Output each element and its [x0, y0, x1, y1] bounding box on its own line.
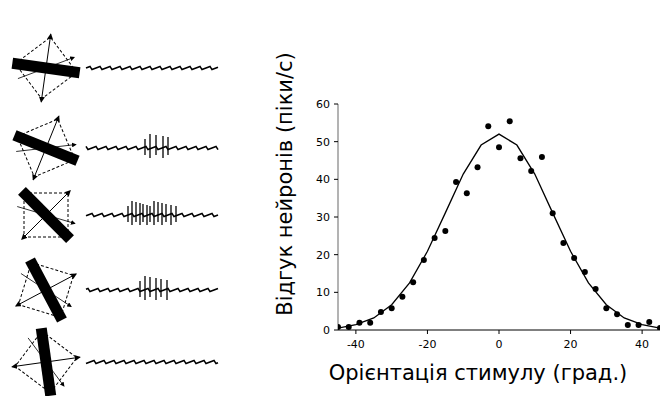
y-tick-label: 60 — [316, 98, 330, 111]
y-tick — [334, 330, 338, 331]
y-axis-label: Відгук нейронів (піки/с) — [273, 52, 297, 316]
y-tick — [334, 179, 338, 180]
spike — [139, 281, 140, 297]
plot-marks — [338, 118, 660, 330]
bar-stimulus — [25, 257, 67, 322]
x-tick — [499, 330, 500, 334]
data-point — [485, 123, 491, 129]
data-point — [539, 154, 545, 160]
bar-stimulus — [12, 58, 81, 78]
spike — [155, 278, 156, 300]
y-tick — [334, 141, 338, 142]
fit-line — [338, 134, 660, 328]
y-tick — [334, 104, 338, 105]
bar-stimulus — [18, 187, 74, 243]
spike — [149, 277, 150, 297]
spike — [167, 137, 168, 155]
spike — [161, 203, 162, 225]
y-tick-label: 20 — [316, 249, 330, 262]
data-point — [507, 118, 513, 124]
y-tick — [334, 254, 338, 255]
spike — [142, 204, 143, 222]
x-tick — [427, 330, 428, 334]
y-tick-label: 10 — [316, 286, 330, 299]
spike — [135, 202, 136, 222]
spike — [131, 201, 132, 225]
stimulus — [16, 257, 76, 322]
y-tick — [334, 292, 338, 293]
spike — [139, 203, 140, 225]
data-point — [464, 190, 470, 196]
axes: -40 -20 0 20 40 0 10 20 30 40 50 60 — [316, 98, 660, 351]
stimulus — [12, 116, 79, 179]
spike — [155, 135, 156, 155]
x-tick-label: 0 — [496, 338, 503, 351]
y-tick-label: 40 — [316, 173, 330, 186]
data-point — [442, 228, 448, 234]
spike — [170, 205, 171, 225]
spike — [160, 279, 161, 297]
spike — [165, 204, 166, 222]
spike — [166, 280, 167, 300]
spike — [162, 136, 163, 158]
spike — [146, 205, 147, 225]
spike — [149, 134, 150, 158]
stimulus — [12, 328, 79, 396]
y-tick-label: 50 — [316, 136, 330, 149]
spike-trace — [86, 66, 218, 69]
bar-stimulus — [12, 130, 79, 166]
spike — [149, 206, 150, 222]
x-tick — [570, 330, 571, 334]
data-point — [475, 164, 481, 170]
x-tick — [355, 330, 356, 334]
bar-stimulus — [36, 328, 56, 396]
stimulus-illustration — [12, 34, 218, 396]
spike — [153, 201, 154, 225]
data-point — [625, 322, 631, 328]
spike-trace — [86, 146, 218, 149]
spike-trace — [86, 288, 218, 291]
data-point — [496, 144, 502, 150]
y-tick-label: 0 — [323, 324, 330, 337]
spike — [157, 202, 158, 222]
data-point — [646, 319, 652, 325]
spike — [175, 206, 176, 222]
stimulus — [12, 34, 81, 101]
x-axis-label: Орієнтація стимулу (град.) — [329, 361, 628, 385]
data-point — [517, 155, 523, 161]
x-tick-label: 20 — [564, 338, 578, 351]
x-tick-label: -40 — [347, 338, 365, 351]
x-tick-label: -20 — [418, 338, 436, 351]
spike-trace — [86, 213, 218, 216]
spike — [144, 139, 145, 155]
x-tick — [642, 330, 643, 334]
chart: -40 -20 0 20 40 0 10 20 30 40 50 60 Відгук нейронів … — [0, 0, 671, 396]
spike — [127, 206, 128, 222]
spike-trace — [86, 360, 218, 363]
x-tick-label: 40 — [635, 338, 649, 351]
y-tick — [334, 217, 338, 218]
y-tick-label: 30 — [316, 211, 330, 224]
spike — [144, 276, 145, 300]
stimulus — [17, 187, 75, 243]
